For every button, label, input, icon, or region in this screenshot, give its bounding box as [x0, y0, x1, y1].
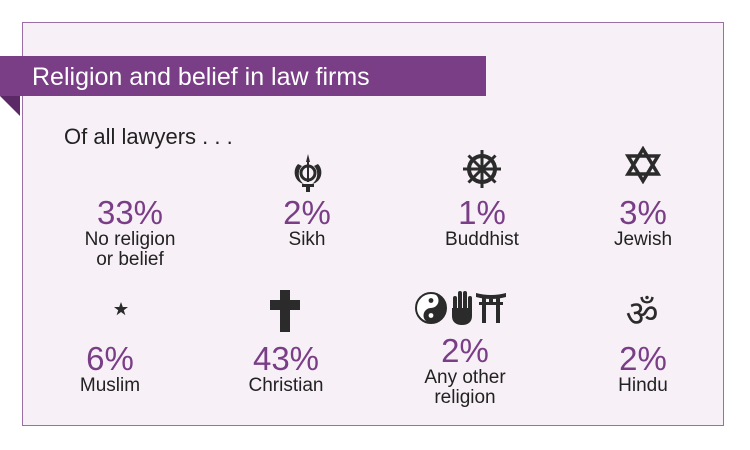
stat-label: Jewish	[613, 229, 673, 250]
om-icon: ॐ	[626, 294, 659, 334]
stat-value: 3%	[619, 194, 667, 231]
stat-no-religion: 33% No religion or belief	[40, 196, 220, 270]
stat-value: 43%	[252, 340, 320, 377]
crescent-star-icon	[92, 291, 128, 327]
khanda-icon	[294, 154, 322, 192]
stat-label: Buddhist	[445, 229, 519, 250]
stat-jewish: 3% Jewish	[553, 196, 733, 250]
stat-christian: 43% Christian	[196, 342, 376, 396]
hamsa-icon	[452, 291, 472, 325]
stat-label: Muslim	[79, 375, 141, 396]
stat-any-other-religion: 2% Any other religion	[375, 334, 555, 408]
stat-label: Sikh	[288, 229, 326, 250]
yin-yang-icon	[415, 292, 447, 324]
banner-fold	[0, 96, 20, 116]
page-title: Religion and belief in law firms	[32, 63, 370, 91]
stat-value: 6%	[86, 340, 134, 377]
stat-value: 2%	[441, 332, 489, 369]
stat-value: 33%	[96, 194, 164, 231]
stat-buddhist: 1% Buddhist	[392, 196, 572, 250]
stat-label: or belief	[96, 249, 164, 270]
stat-label: Christian	[248, 375, 324, 396]
svg-text:ॐ: ॐ	[626, 294, 659, 334]
title-banner	[0, 56, 486, 96]
stat-label: Any other	[424, 367, 506, 388]
star-of-david-icon	[624, 146, 662, 184]
torii-gate-icon	[476, 293, 506, 323]
stat-value: 2%	[283, 194, 331, 231]
dharma-wheel-icon	[463, 150, 501, 188]
cross-icon	[270, 290, 300, 332]
stat-label: Hindu	[618, 375, 668, 396]
stat-hindu: 2% Hindu	[553, 342, 733, 396]
stat-label: religion	[434, 387, 496, 408]
subtitle: Of all lawyers . . .	[64, 124, 233, 149]
stat-sikh: 2% Sikh	[217, 196, 397, 250]
stat-value: 2%	[619, 340, 667, 377]
stat-value: 1%	[458, 194, 506, 231]
stat-muslim: 6% Muslim	[20, 342, 200, 396]
stat-label: No religion	[84, 229, 176, 250]
